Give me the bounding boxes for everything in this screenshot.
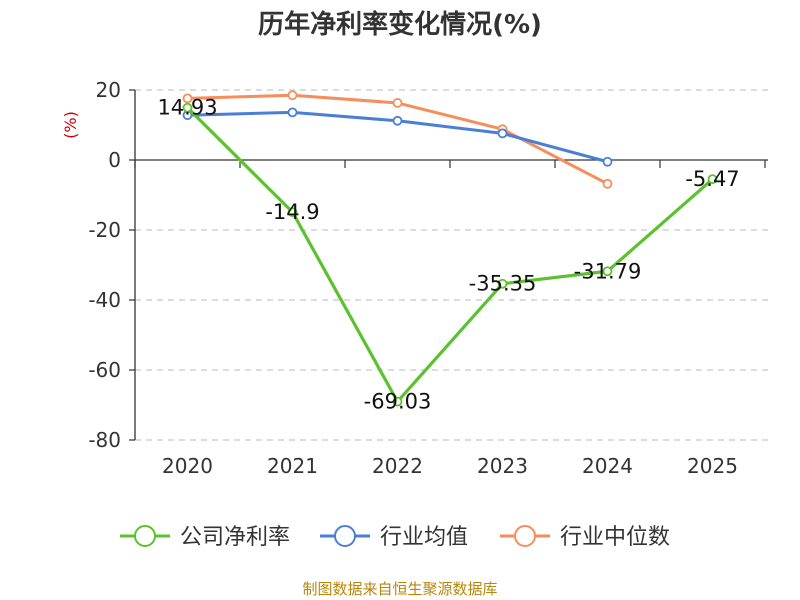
data-label: 14.93	[157, 96, 217, 120]
legend-label: 行业中位数	[560, 525, 670, 550]
data-point[interactable]	[392, 115, 403, 126]
legend-label: 行业均值	[380, 525, 468, 550]
data-labels: 14.93 -14.9 -69.03 -35.35 -31.79 -5.47	[157, 96, 739, 414]
legend-swatch-marker	[134, 525, 156, 547]
legend-item-0[interactable]: 公司净利率	[120, 525, 290, 550]
data-point[interactable]	[287, 107, 298, 118]
y-tick-label: 20	[96, 78, 121, 102]
data-point[interactable]	[707, 174, 718, 185]
axes: 20 0 -20 -40 -60 -80 2020 2021 2022 2023 2024 2025	[88, 78, 768, 478]
series-lines	[182, 90, 718, 407]
data-point[interactable]	[392, 396, 403, 407]
y-tick-label: -40	[88, 288, 121, 312]
legend-item-2[interactable]: 行业中位数	[500, 525, 670, 550]
y-tick-label: 0	[108, 148, 121, 172]
data-point[interactable]	[392, 98, 403, 108]
data-point[interactable]	[602, 178, 613, 189]
data-label: -35.35	[469, 272, 537, 296]
x-tick-label: 2022	[372, 454, 423, 478]
series-1	[182, 107, 613, 167]
legend-label: 公司净利率	[180, 525, 290, 550]
series-2	[182, 90, 613, 189]
data-point[interactable]	[602, 266, 613, 277]
series-line	[186, 106, 714, 404]
x-tick-label: 2020	[162, 454, 213, 478]
x-tick-label: 2025	[687, 454, 738, 478]
data-label: -5.47	[685, 167, 739, 191]
data-point[interactable]	[182, 93, 193, 104]
y-tick-label: -60	[88, 358, 121, 382]
x-tick-label: 2024	[582, 454, 633, 478]
data-point[interactable]	[497, 128, 508, 139]
x-tick-label: 2023	[477, 454, 528, 478]
series-0	[182, 102, 718, 407]
y-tick-label: -80	[88, 428, 121, 452]
data-label: -69.03	[364, 390, 432, 414]
chart-title: 历年净利率变化情况(%)	[258, 9, 542, 40]
data-point[interactable]	[602, 156, 613, 167]
data-label: -31.79	[574, 259, 642, 283]
legend-item-1[interactable]: 行业均值	[320, 525, 468, 550]
legend[interactable]: 公司净利率 行业均值 行业中位数	[120, 525, 670, 550]
data-point[interactable]	[287, 207, 298, 218]
gridlines	[135, 89, 768, 441]
x-tick-label: 2021	[267, 454, 318, 478]
y-tick-label: -20	[88, 218, 121, 242]
data-point[interactable]	[497, 278, 508, 289]
data-point[interactable]	[287, 90, 298, 101]
data-point[interactable]	[182, 102, 193, 113]
legend-swatch-marker	[334, 525, 356, 547]
legend-swatch-marker	[514, 525, 536, 547]
source-note: 制图数据来自恒生聚源数据库	[302, 580, 497, 598]
y-axis-unit-label: (%)	[61, 111, 80, 139]
data-label: -14.9	[265, 200, 319, 224]
